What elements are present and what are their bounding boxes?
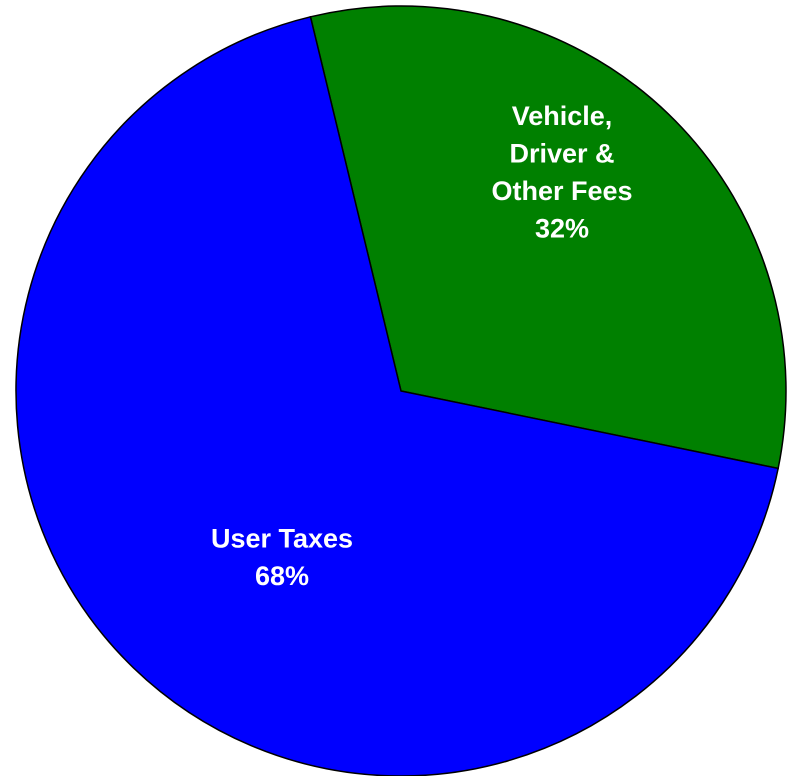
pie-slice bbox=[309, 5, 787, 470]
slice-label: Vehicle, Driver & Other Fees bbox=[491, 101, 632, 206]
slice-label-line: Other Fees bbox=[491, 176, 632, 206]
slice-label-line: Driver & bbox=[509, 138, 614, 168]
value-label: 68% bbox=[255, 561, 309, 591]
value-label: 32% bbox=[535, 213, 589, 243]
slice-label: User Taxes bbox=[211, 523, 353, 553]
slice-label-line: User Taxes bbox=[211, 523, 353, 553]
pie-slice bbox=[15, 15, 780, 776]
slice-label-line: Vehicle, bbox=[512, 101, 613, 131]
